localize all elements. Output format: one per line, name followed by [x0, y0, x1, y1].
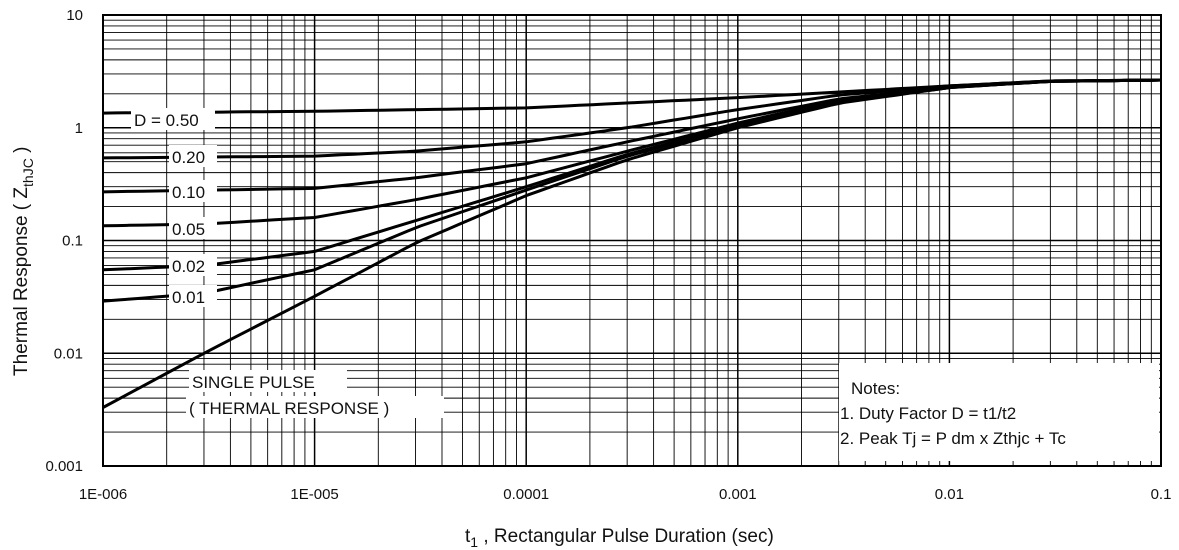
y-axis-label-end: ): [11, 147, 32, 159]
curve-label-020: 0.20: [172, 148, 205, 167]
curve-label-d050: D = 0.50: [134, 111, 199, 130]
x-axis-label-rest: , Rectangular Pulse Duration (sec): [478, 526, 774, 547]
x-axis-label-main: t: [465, 526, 471, 547]
x-tick-label: 0.01: [935, 486, 964, 503]
series-line-1: [102, 78, 1162, 160]
y-axis-label: Thermal Response ( ZthJC ): [11, 147, 36, 376]
y-tick-label: 0.01: [54, 345, 83, 362]
notes-title: Notes:: [851, 379, 900, 398]
series-line-6: [102, 78, 1162, 409]
tick-labels: 1E-006 1E-005 0.0001 0.001 0.01 0.1 0.001 0.01 0…: [45, 7, 1171, 503]
series-layer: [102, 78, 1162, 409]
notes-line-2: 2. Peak Tj = P dm x Zthjc + Tc: [840, 429, 1066, 448]
curve-label-005: 0.05: [172, 220, 205, 239]
x-tick-label: 1E-005: [290, 486, 338, 503]
x-tick-label: 0.1: [1151, 486, 1172, 503]
y-axis-label-main: Thermal Response ( Z: [11, 187, 32, 376]
y-axis-label-sub: thJC: [20, 158, 36, 187]
plot-frame: [102, 14, 1162, 467]
notes-box: Notes: 1. Duty Factor D = t1/t2 2. Peak …: [839, 363, 1159, 461]
x-tick-label: 0.001: [719, 486, 757, 503]
curve-label-010: 0.10: [172, 183, 205, 202]
x-tick-label: 0.0001: [503, 486, 549, 503]
y-tick-label: 0.001: [45, 458, 83, 475]
y-tick-label: 0.1: [62, 233, 83, 250]
y-tick-label: 10: [66, 7, 83, 24]
curve-label-001: 0.01: [172, 288, 205, 307]
thermal-response-label: ( THERMAL RESPONSE ): [189, 399, 389, 418]
notes-line-1: 1. Duty Factor D = t1/t2: [840, 404, 1016, 423]
series-line-4: [102, 78, 1162, 272]
single-pulse-label: SINGLE PULSE: [192, 373, 315, 392]
series-line-2: [102, 78, 1162, 194]
curve-labels: D = 0.50 0.20 0.10 0.05 0.02 0.01 SINGLE…: [131, 108, 444, 418]
x-axis-label: t1 , Rectangular Pulse Duration (sec): [465, 526, 774, 550]
curve-label-002: 0.02: [172, 257, 205, 276]
x-axis-label-sub: 1: [470, 534, 478, 550]
x-tick-label: 1E-006: [79, 486, 127, 503]
y-tick-label: 1: [75, 120, 83, 137]
